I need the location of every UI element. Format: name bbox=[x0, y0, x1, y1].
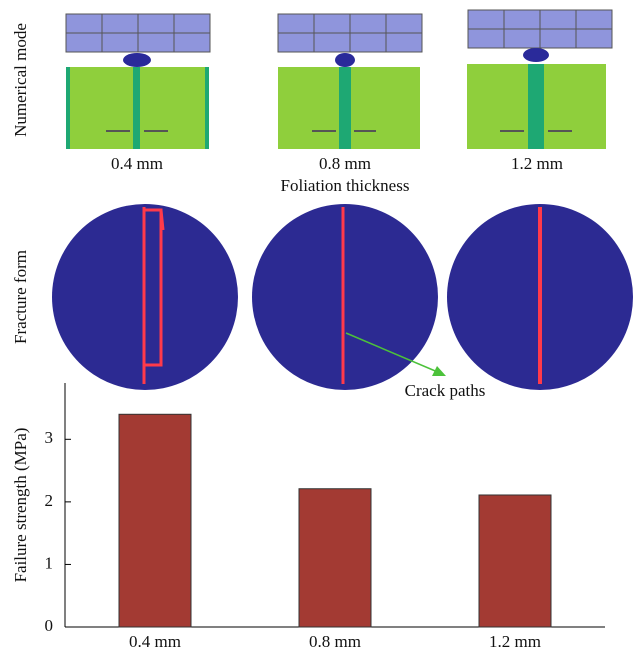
thickness-label: 1.2 mm bbox=[511, 154, 563, 173]
axis-caption: Foliation thickness bbox=[281, 176, 410, 195]
figure: Numerical mode 0.4 mm 0.8 mm 1.2 mm Foli… bbox=[0, 0, 636, 654]
annotation: Crack paths bbox=[405, 381, 486, 400]
model-3 bbox=[467, 10, 612, 149]
y-tick-label: 0 bbox=[45, 616, 54, 635]
thickness-label: 0.8 mm bbox=[319, 154, 371, 173]
row-label: Numerical mode bbox=[11, 23, 30, 137]
row-label: Fracture form bbox=[11, 250, 30, 344]
y-tick-label: 2 bbox=[45, 491, 54, 510]
model-1 bbox=[66, 14, 210, 149]
bar bbox=[299, 489, 371, 627]
bar bbox=[119, 414, 191, 627]
x-tick-label: 0.4 mm bbox=[129, 632, 181, 651]
model-2 bbox=[278, 14, 422, 149]
y-tick-label: 1 bbox=[45, 553, 54, 572]
x-tick-label: 1.2 mm bbox=[489, 632, 541, 651]
y-axis-label: Failure strength (MPa) bbox=[11, 428, 30, 583]
x-tick-label: 0.8 mm bbox=[309, 632, 361, 651]
y-tick-label: 3 bbox=[45, 428, 54, 447]
thickness-label: 0.4 mm bbox=[111, 154, 163, 173]
bar bbox=[479, 495, 551, 627]
